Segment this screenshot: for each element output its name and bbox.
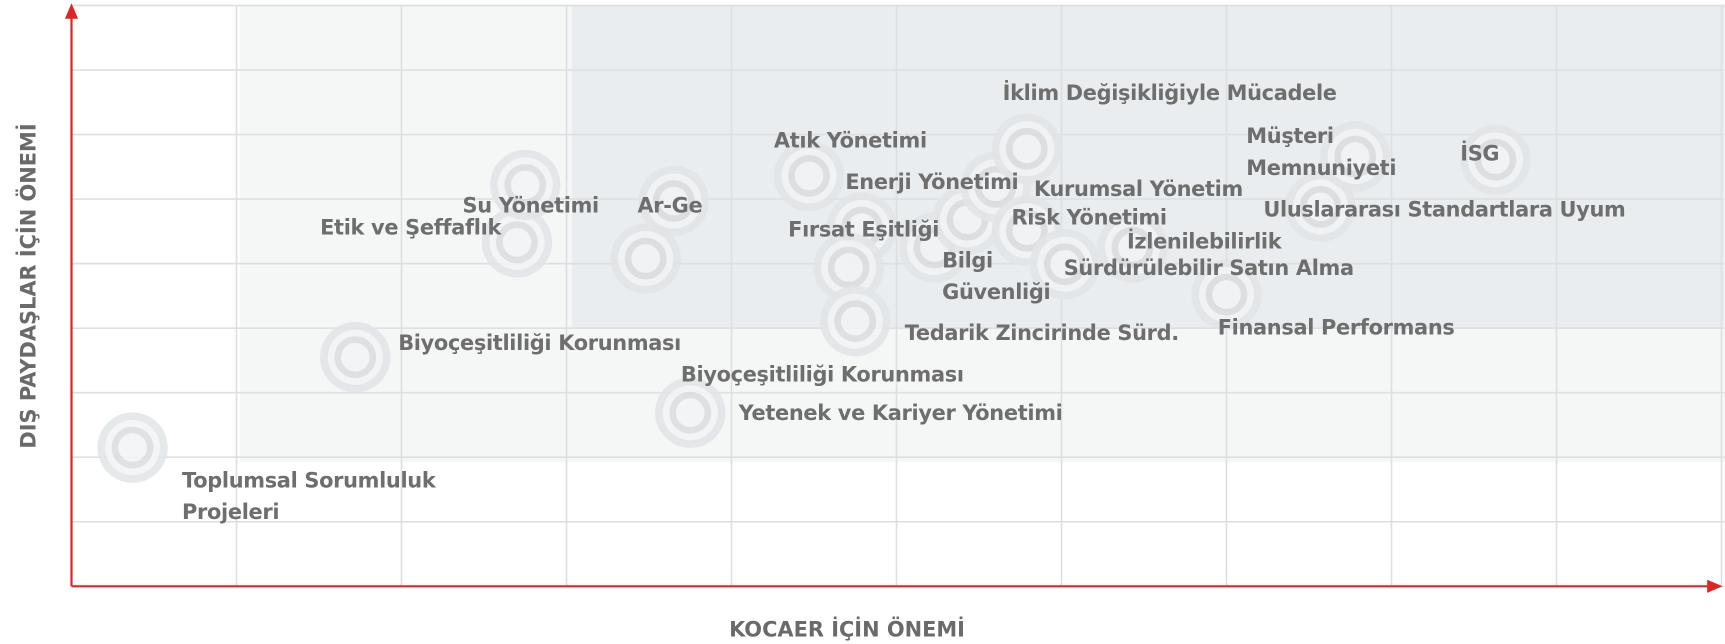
point-ring bbox=[827, 246, 870, 289]
point-ring bbox=[1205, 273, 1248, 316]
point-ring bbox=[974, 165, 1017, 208]
point bbox=[638, 165, 709, 237]
point bbox=[991, 113, 1063, 184]
point-label: Uluslararası Standartlara Uyum bbox=[1263, 198, 1626, 223]
point-label: Tedarik Zincirinde Sürd. bbox=[904, 321, 1179, 346]
point bbox=[1320, 121, 1391, 192]
point-label: İSG bbox=[1460, 142, 1500, 167]
y-arrow bbox=[64, 3, 79, 19]
point-label: İzlenilebilirlik bbox=[1126, 229, 1282, 255]
point-ring bbox=[1111, 226, 1154, 269]
point bbox=[1029, 229, 1100, 300]
point-label: Biyoçeşitliliği Korunması bbox=[398, 330, 681, 355]
point-label: Risk Yönetimi bbox=[1011, 205, 1167, 230]
point bbox=[655, 377, 726, 448]
point bbox=[490, 149, 561, 221]
point-ring bbox=[669, 391, 712, 434]
x-arrow bbox=[1707, 579, 1723, 593]
point-label: Yetenek ve Kariyer Yönetimi bbox=[738, 401, 1063, 426]
point bbox=[1191, 259, 1262, 330]
point-label: Fırsat Eşitliği bbox=[788, 217, 940, 243]
point-label: Biyoçeşitliliği Korunması bbox=[680, 362, 964, 388]
point bbox=[813, 232, 884, 303]
point-label: Kurumsal Yönetim bbox=[1034, 176, 1243, 202]
point-label: Su Yönetimi bbox=[462, 193, 600, 218]
point-label: Sürdürülebilir Satın Alma bbox=[1063, 256, 1354, 281]
point bbox=[773, 140, 845, 212]
point-ring bbox=[1299, 185, 1342, 228]
point bbox=[1285, 171, 1356, 243]
point-ring bbox=[504, 164, 547, 206]
point-label: Finansal Performans bbox=[1217, 315, 1455, 340]
point-label: Müşteri Memnuniyeti bbox=[1246, 124, 1397, 181]
point-ring bbox=[1474, 138, 1517, 181]
point bbox=[1097, 212, 1168, 283]
point-ring bbox=[1005, 209, 1048, 252]
point bbox=[481, 207, 553, 278]
point bbox=[1460, 124, 1531, 195]
point bbox=[320, 322, 391, 393]
point bbox=[820, 285, 891, 357]
point-ring bbox=[834, 300, 877, 342]
point-ring bbox=[1005, 127, 1048, 170]
point-ring bbox=[1043, 243, 1086, 286]
point-label: Bilgi Güvenliği bbox=[942, 248, 1051, 305]
x-axis-title: KOCAER İÇİN ÖNEMİ bbox=[729, 616, 965, 641]
point-label: Ar-Ge bbox=[637, 193, 703, 218]
point-ring bbox=[788, 154, 830, 197]
y-axis-title: DIŞ PAYDAŞLAR İÇİN ÖNEMİ bbox=[16, 123, 41, 448]
point-label: Enerji Yönetimi bbox=[845, 170, 1019, 195]
point-ring bbox=[496, 221, 538, 264]
point-label: Toplumsal Sorumluluk Projeleri bbox=[182, 468, 436, 525]
point-label: Etik ve Şeffaflık bbox=[320, 215, 502, 241]
point-ring bbox=[111, 426, 154, 469]
point-ring bbox=[652, 180, 695, 222]
point-ring bbox=[1334, 135, 1377, 178]
point bbox=[610, 223, 681, 294]
point-label: İklim Değişikliğiyle Mücadele bbox=[1002, 81, 1337, 106]
point-ring bbox=[624, 237, 667, 280]
point-ring bbox=[334, 336, 377, 379]
point-label: Atık Yönetimi bbox=[773, 128, 927, 153]
point bbox=[97, 412, 168, 483]
